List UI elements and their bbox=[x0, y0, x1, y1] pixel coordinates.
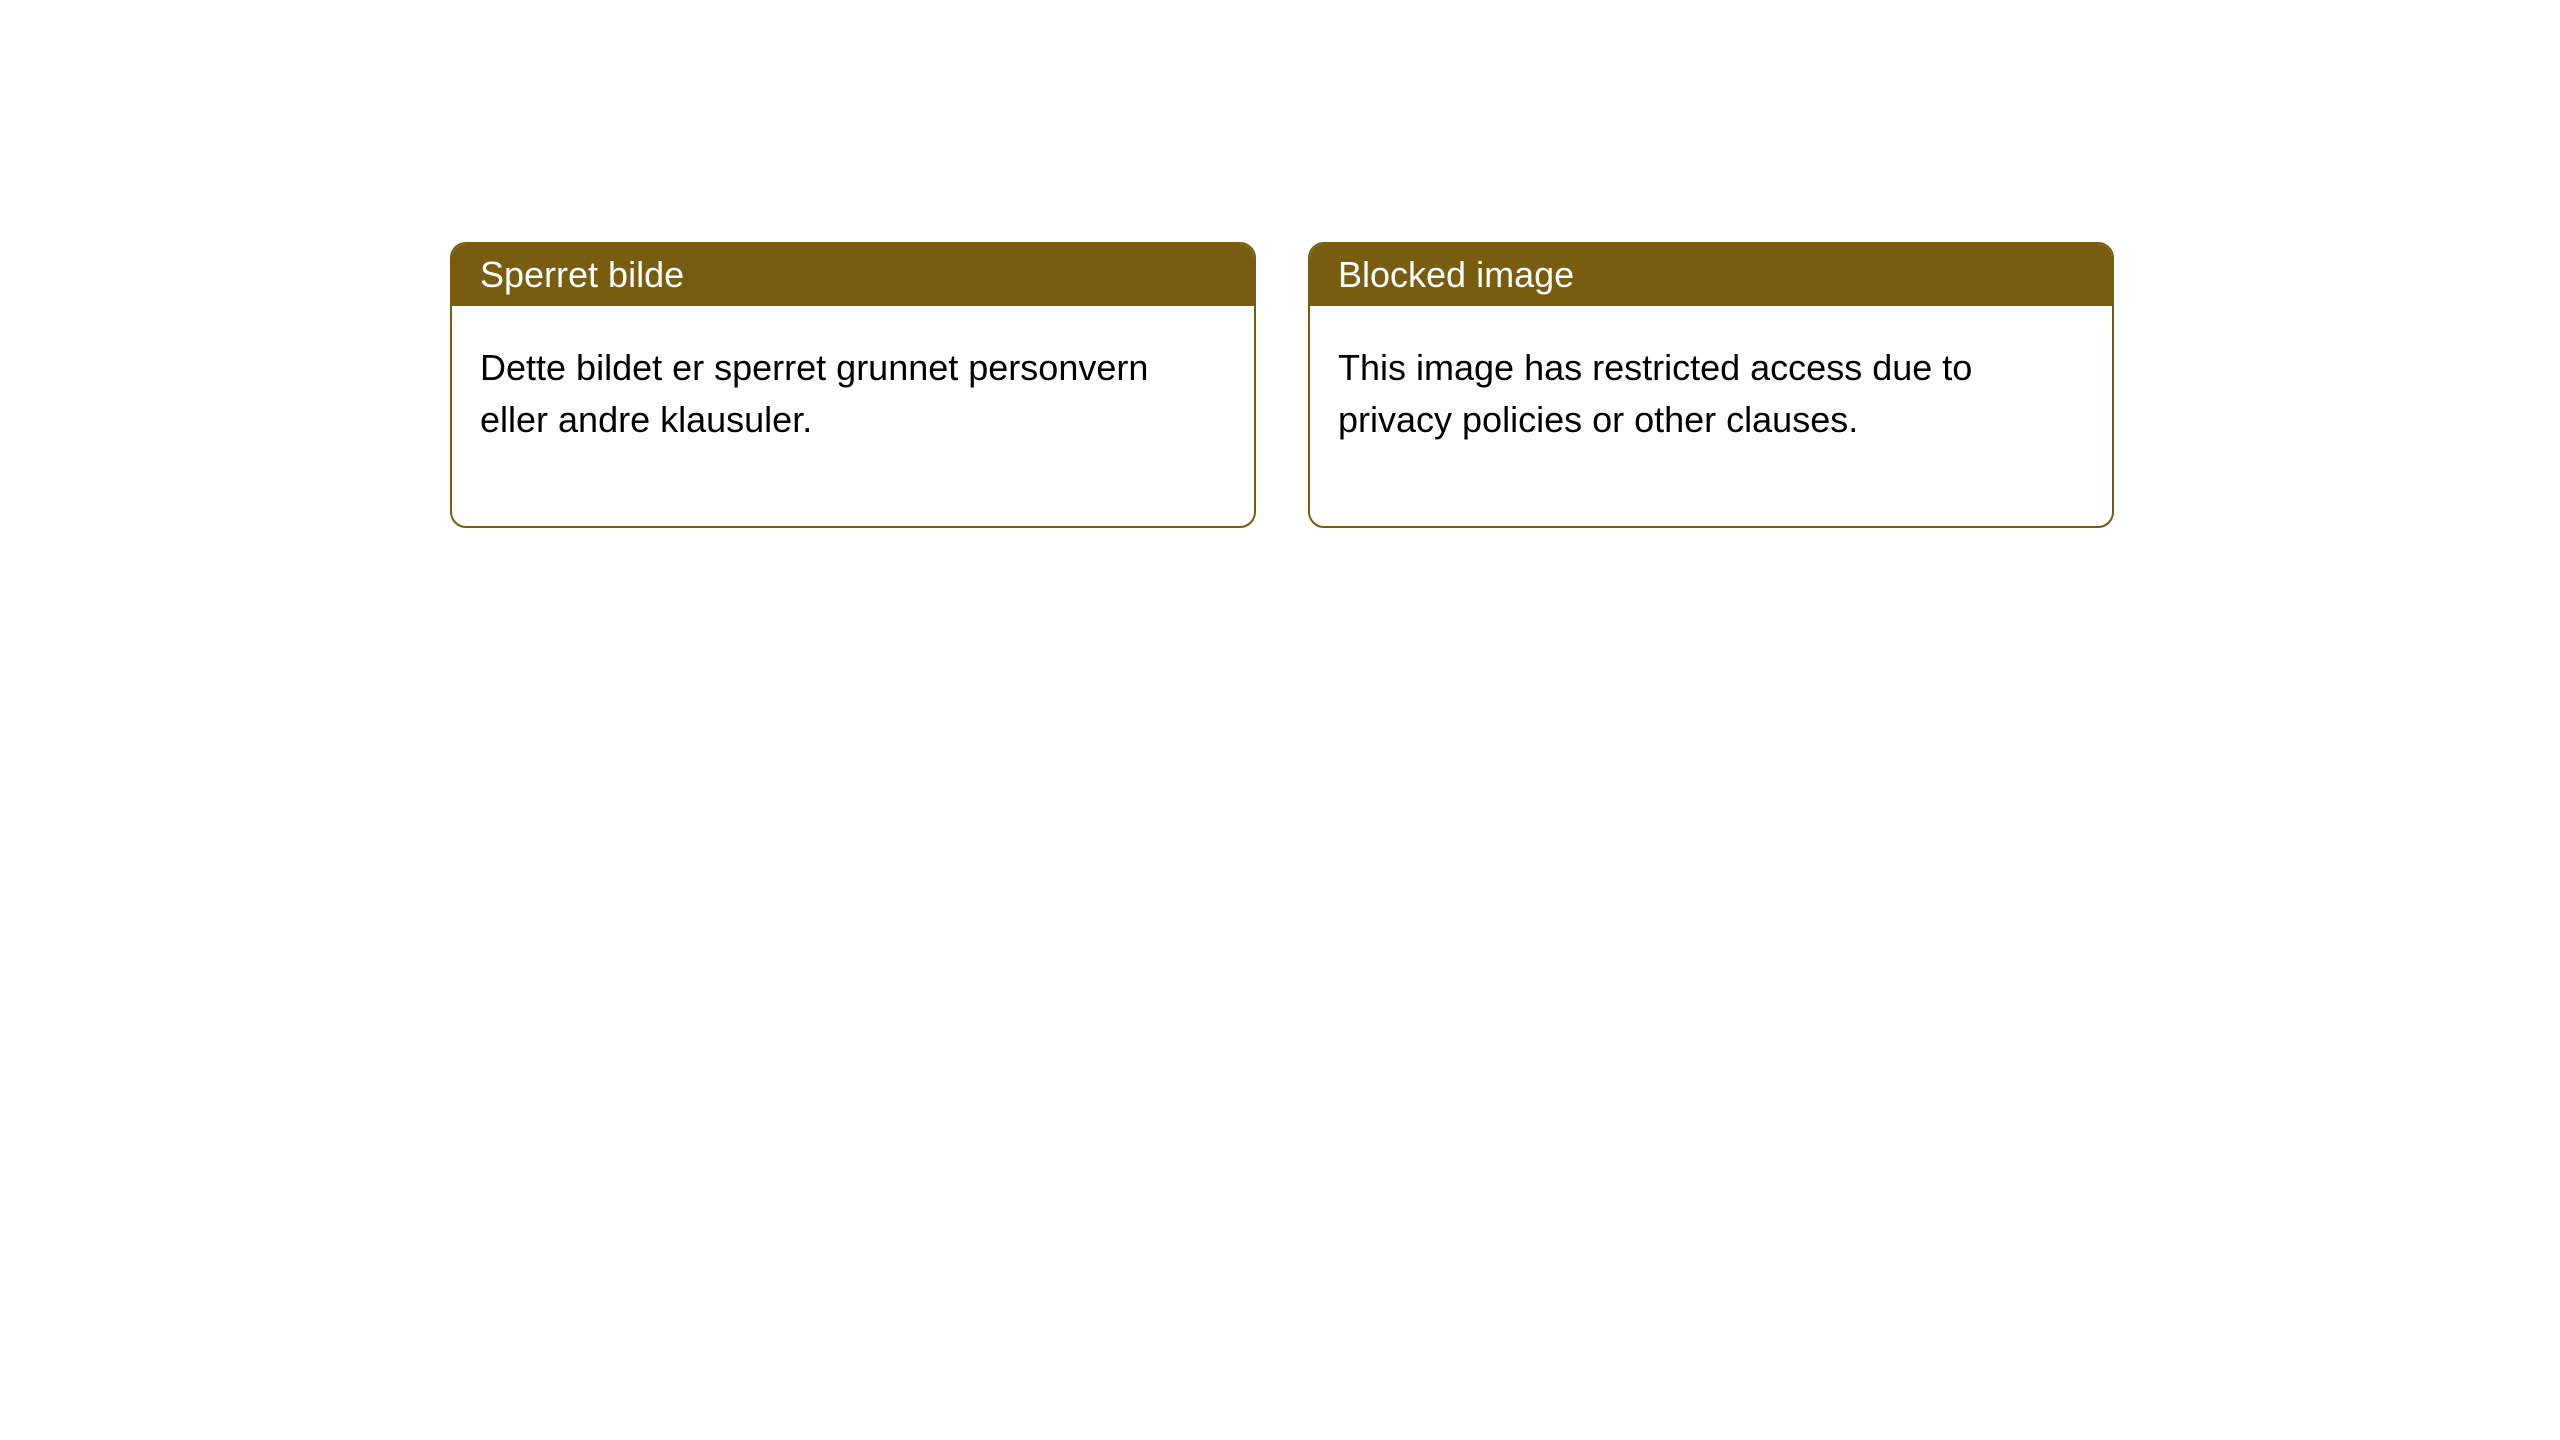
notice-title: Sperret bilde bbox=[452, 244, 1254, 306]
notice-container: Sperret bilde Dette bildet er sperret gr… bbox=[0, 0, 2560, 528]
notice-body: This image has restricted access due to … bbox=[1310, 306, 2112, 526]
notice-card-norwegian: Sperret bilde Dette bildet er sperret gr… bbox=[450, 242, 1256, 528]
notice-title: Blocked image bbox=[1310, 244, 2112, 306]
notice-card-english: Blocked image This image has restricted … bbox=[1308, 242, 2114, 528]
notice-body: Dette bildet er sperret grunnet personve… bbox=[452, 306, 1254, 526]
